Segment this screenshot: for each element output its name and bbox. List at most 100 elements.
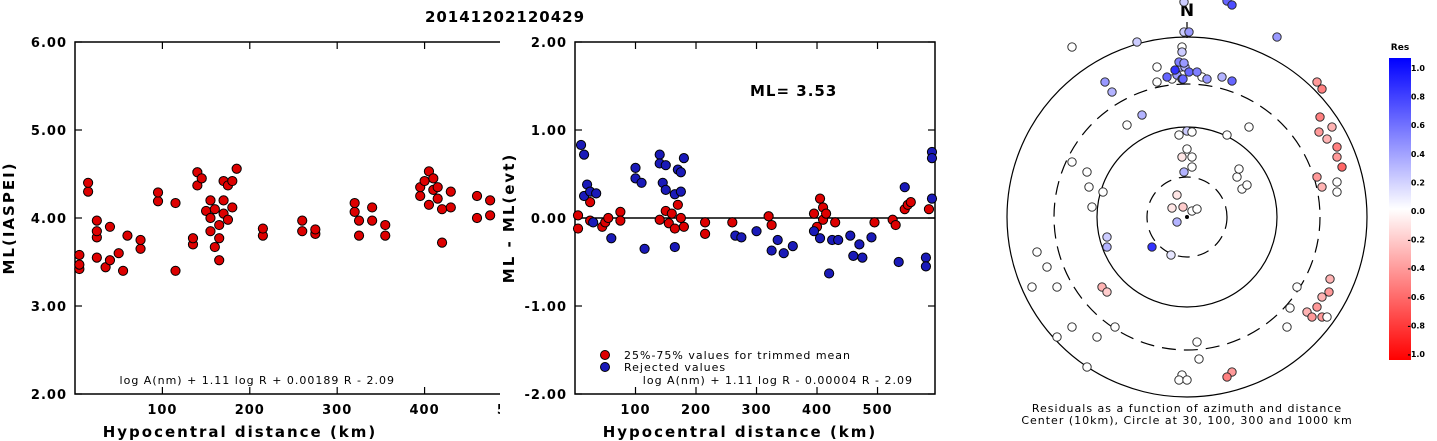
data-point (218, 195, 229, 206)
data-point (196, 173, 207, 184)
colorbar-gradient (1389, 58, 1411, 360)
station-residual-marker (1332, 152, 1342, 162)
data-point (899, 182, 910, 193)
data-point (214, 233, 225, 244)
x-tick-labels: 100 200 300 400 500 (620, 42, 892, 418)
formula-annotation: log A(nm) + 1.11 log R + 0.00189 R - 2.0… (120, 374, 395, 387)
data-point (654, 214, 665, 225)
data-point (209, 241, 220, 253)
station-residual-marker (1337, 162, 1347, 172)
station-residual-marker (1032, 247, 1042, 257)
data-point (353, 215, 365, 226)
station-residual-marker (1314, 127, 1324, 137)
data-point (866, 232, 877, 243)
x-tick-label: 300 (322, 403, 352, 418)
station-residual-marker (1312, 77, 1322, 87)
y-tick-label: 2.00 (531, 36, 567, 51)
y-tick-label: 2.00 (31, 388, 67, 403)
y-tick-label: 0.00 (531, 212, 567, 227)
station-residual-marker (1192, 204, 1202, 214)
data-point (205, 226, 216, 237)
station-residual-marker (1178, 202, 1188, 212)
station-residual-marker (1187, 127, 1197, 137)
station-residual-marker (1082, 167, 1092, 177)
legend-marker-trimmed (600, 350, 610, 360)
data-point (603, 212, 614, 224)
station-residual-marker (1179, 58, 1189, 68)
station-residual-marker (1322, 134, 1332, 144)
x-tick-label: 200 (235, 403, 265, 418)
station-residual-marker (1232, 172, 1242, 182)
data-point (814, 193, 826, 204)
station-residual-marker (1242, 180, 1252, 190)
data-point (920, 252, 932, 263)
x-tick-labels: 100 200 300 400 500 (147, 42, 500, 418)
data-point (585, 197, 596, 208)
y-tick-label: 1.00 (531, 124, 567, 139)
data-point (432, 193, 443, 204)
station-residual-marker (1067, 322, 1077, 332)
data-point (678, 153, 690, 164)
residual-color-bar: Res 1.0 0.8 0.6 0.4 0.2 0.0 -0.2 -0.4 -0.6 -0.8 -1… (1389, 43, 1426, 360)
data-point (83, 177, 94, 188)
station-residual-marker (1177, 47, 1187, 57)
station-residual-marker (1192, 337, 1202, 347)
station-residual-marker (1177, 152, 1187, 162)
x-tick-label: 200 (681, 403, 711, 418)
data-point (833, 234, 844, 246)
x-tick-label: 400 (410, 403, 440, 418)
station-residual-marker (1332, 142, 1342, 152)
circle-300km (1053, 83, 1321, 351)
station-residual-marker (1327, 122, 1337, 132)
data-point (824, 268, 835, 279)
station-residual-marker (1244, 122, 1254, 132)
station-residual-marker (1147, 242, 1157, 252)
data-point (572, 223, 584, 234)
x-axis-label: Hypocentral distance (km) (603, 423, 878, 441)
data-point (135, 243, 146, 254)
data-point (923, 204, 935, 215)
data-point (660, 184, 671, 195)
data-point (890, 219, 901, 231)
station-residual-marker (1292, 282, 1302, 292)
colorbar-tick-label: -0.6 (1408, 293, 1426, 302)
y-tick-label: -1.00 (525, 300, 567, 315)
station-residual-marker (1322, 312, 1332, 322)
station-residual-marker (1162, 72, 1172, 82)
data-point (297, 215, 308, 226)
legend-marker-rejected (600, 362, 610, 372)
magnitude-vs-distance-chart: 2.00 3.00 4.00 5.00 6.00 100 200 300 400 500 log… (0, 36, 500, 441)
y-tick-label: 4.00 (31, 212, 67, 227)
data-point (736, 232, 747, 243)
data-point (772, 234, 783, 246)
data-point (104, 255, 116, 266)
station-residual-marker (1122, 120, 1132, 130)
station-residual-marker (1178, 74, 1188, 84)
station-residual-marker (1315, 112, 1325, 122)
station-residual-marker (1179, 167, 1189, 177)
data-point (231, 163, 242, 174)
caption-line-1: Residuals as a function of azimuth and d… (1032, 402, 1342, 415)
station-residual-marker (1234, 164, 1244, 174)
y-tick-label: 5.00 (31, 124, 67, 139)
data-point (848, 250, 859, 261)
station-residual-points (1027, 0, 1347, 385)
data-point (675, 186, 686, 197)
data-point (74, 249, 85, 261)
circle-1000km (1006, 36, 1368, 398)
data-point (920, 261, 932, 272)
formula-annotation: log A(nm) + 1.11 log R - 0.00004 R - 2.0… (643, 374, 913, 387)
data-point (152, 187, 164, 198)
station-residual-marker (1102, 232, 1112, 242)
data-point (423, 199, 435, 210)
station-residual-marker (1187, 162, 1197, 172)
data-point (675, 212, 686, 224)
station-residual-marker (1184, 27, 1194, 37)
data-point (436, 237, 448, 248)
data-point (654, 149, 665, 160)
data-point (209, 204, 220, 215)
data-point (445, 186, 456, 197)
ml-value-label: ML= 3.53 (750, 82, 837, 100)
station-residual-marker (1194, 354, 1204, 364)
station-residual-marker (1312, 302, 1322, 312)
